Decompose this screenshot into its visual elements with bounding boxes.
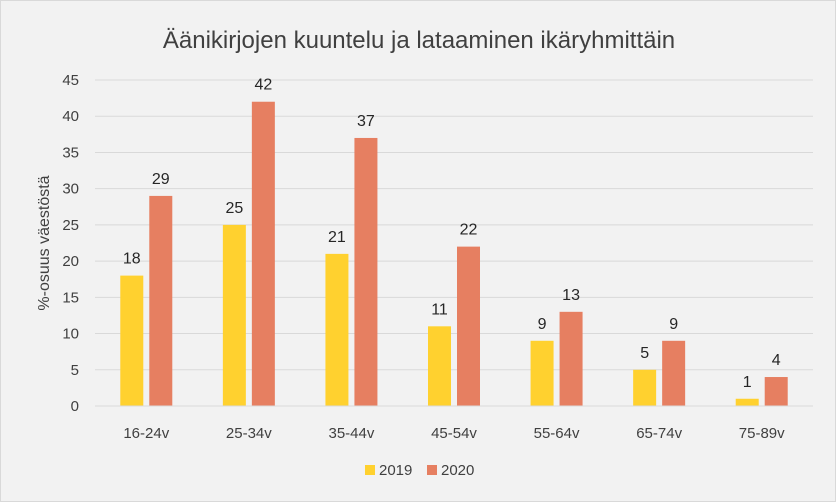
- y-tick-label: 30: [62, 181, 79, 198]
- y-tick-label: 5: [71, 362, 79, 379]
- data-labels: 18 29 25 42 21 37 11 22 9 13 5 9 1 4: [123, 77, 781, 391]
- data-label: 9: [538, 316, 547, 333]
- y-axis-ticks: 0 5 10 15 20 25 30 35 40 45: [62, 72, 79, 415]
- data-label: 18: [123, 251, 141, 268]
- data-label: 42: [254, 77, 272, 94]
- y-tick-label: 25: [62, 217, 79, 234]
- data-label: 5: [640, 345, 649, 362]
- bar: [559, 311, 583, 406]
- bar: [354, 137, 378, 406]
- legend-swatch: [365, 465, 375, 475]
- legend-label: 2020: [441, 462, 474, 479]
- y-axis-label: %-osuus väestöstä: [36, 175, 53, 310]
- bar: [764, 377, 788, 406]
- bar: [120, 275, 144, 406]
- x-tick-label: 25-34v: [226, 425, 272, 442]
- y-tick-label: 10: [62, 326, 79, 343]
- x-tick-label: 75-89v: [739, 425, 785, 442]
- bar: [633, 369, 657, 406]
- data-label: 13: [562, 287, 580, 304]
- bar: [457, 246, 480, 406]
- bar: [662, 340, 686, 406]
- legend-label: 2019: [379, 462, 412, 479]
- data-label: 4: [772, 352, 781, 369]
- x-tick-label: 45-54v: [431, 425, 477, 442]
- data-label: 21: [328, 229, 346, 246]
- bar: [222, 224, 246, 406]
- gridlines: [95, 79, 813, 371]
- legend: 2019 2020: [365, 462, 474, 479]
- x-tick-label: 35-44v: [328, 425, 374, 442]
- y-tick-label: 0: [71, 398, 79, 415]
- chart-title: Äänikirjojen kuuntelu ja lataaminen ikär…: [163, 27, 675, 54]
- bars: [120, 101, 788, 406]
- x-tick-label: 16-24v: [123, 425, 169, 442]
- y-tick-label: 45: [62, 72, 79, 89]
- data-label: 37: [357, 113, 375, 130]
- x-tick-label: 55-64v: [534, 425, 580, 442]
- legend-swatch: [427, 465, 437, 475]
- x-tick-label: 65-74v: [636, 425, 682, 442]
- data-label: 29: [152, 171, 170, 188]
- bar: [428, 326, 451, 406]
- y-tick-label: 35: [62, 144, 79, 161]
- bar: [251, 101, 275, 406]
- data-label: 25: [225, 200, 243, 217]
- bar: [149, 195, 173, 406]
- bar: [325, 253, 349, 406]
- bar: [530, 340, 554, 406]
- data-label: 11: [431, 301, 448, 318]
- bar: [735, 398, 759, 406]
- x-axis-ticks: 16-24v 25-34v 35-44v 45-54v 55-64v 65-74v 75-8…: [123, 425, 785, 442]
- data-label: 22: [460, 222, 478, 239]
- y-tick-label: 20: [62, 253, 79, 270]
- data-label: 1: [743, 374, 752, 391]
- y-tick-label: 15: [62, 289, 79, 306]
- data-label: 9: [669, 316, 678, 333]
- y-tick-label: 40: [62, 108, 79, 125]
